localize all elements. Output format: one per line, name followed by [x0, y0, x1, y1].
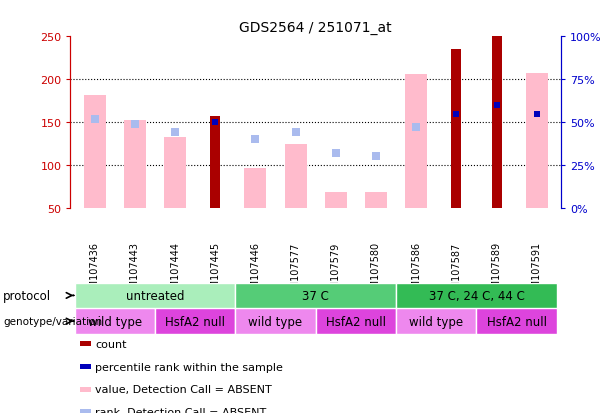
Bar	[235, 309, 316, 334]
Text: untreated: untreated	[126, 289, 184, 302]
Bar	[75, 309, 155, 334]
Text: GSM107587: GSM107587	[451, 242, 462, 301]
Bar	[235, 283, 396, 309]
Text: 37 C: 37 C	[302, 289, 329, 302]
Text: percentile rank within the sample: percentile rank within the sample	[95, 362, 283, 372]
Text: GSM107577: GSM107577	[291, 242, 300, 301]
Bar	[124, 120, 146, 209]
Bar	[365, 193, 387, 209]
Text: 37 C, 24 C, 44 C: 37 C, 24 C, 44 C	[428, 289, 524, 302]
Bar	[245, 169, 267, 209]
Bar	[316, 309, 396, 334]
Text: wild type: wild type	[88, 315, 142, 328]
Text: GSM107444: GSM107444	[170, 242, 180, 301]
Text: GSM107579: GSM107579	[331, 242, 341, 301]
Text: wild type: wild type	[409, 315, 463, 328]
Bar	[83, 95, 105, 209]
Text: HsfA2 null: HsfA2 null	[165, 315, 225, 328]
Text: GSM107446: GSM107446	[250, 242, 261, 301]
Bar	[451, 50, 462, 209]
Text: HsfA2 null: HsfA2 null	[487, 315, 547, 328]
Bar	[325, 193, 347, 209]
Text: GSM107586: GSM107586	[411, 242, 421, 301]
Bar	[284, 145, 306, 209]
Bar	[210, 117, 220, 209]
Bar	[155, 309, 235, 334]
Text: GSM107589: GSM107589	[492, 242, 501, 301]
Text: protocol: protocol	[3, 289, 51, 302]
Bar	[492, 37, 501, 209]
Bar	[164, 138, 186, 209]
Bar	[476, 309, 557, 334]
Text: genotype/variation: genotype/variation	[3, 316, 102, 326]
Text: count: count	[95, 339, 126, 349]
Bar	[526, 74, 548, 209]
Bar	[396, 309, 476, 334]
Text: GSM107591: GSM107591	[531, 242, 542, 301]
Text: GSM107580: GSM107580	[371, 242, 381, 301]
Title: GDS2564 / 251071_at: GDS2564 / 251071_at	[240, 21, 392, 35]
Text: wild type: wild type	[248, 315, 303, 328]
Text: GSM107443: GSM107443	[130, 242, 140, 301]
Text: GSM107436: GSM107436	[89, 242, 100, 301]
Text: HsfA2 null: HsfA2 null	[326, 315, 386, 328]
Bar	[396, 283, 557, 309]
Bar	[405, 75, 427, 209]
Text: GSM107445: GSM107445	[210, 242, 220, 301]
Text: rank, Detection Call = ABSENT: rank, Detection Call = ABSENT	[95, 407, 266, 413]
Bar	[75, 283, 235, 309]
Text: value, Detection Call = ABSENT: value, Detection Call = ABSENT	[95, 385, 272, 394]
